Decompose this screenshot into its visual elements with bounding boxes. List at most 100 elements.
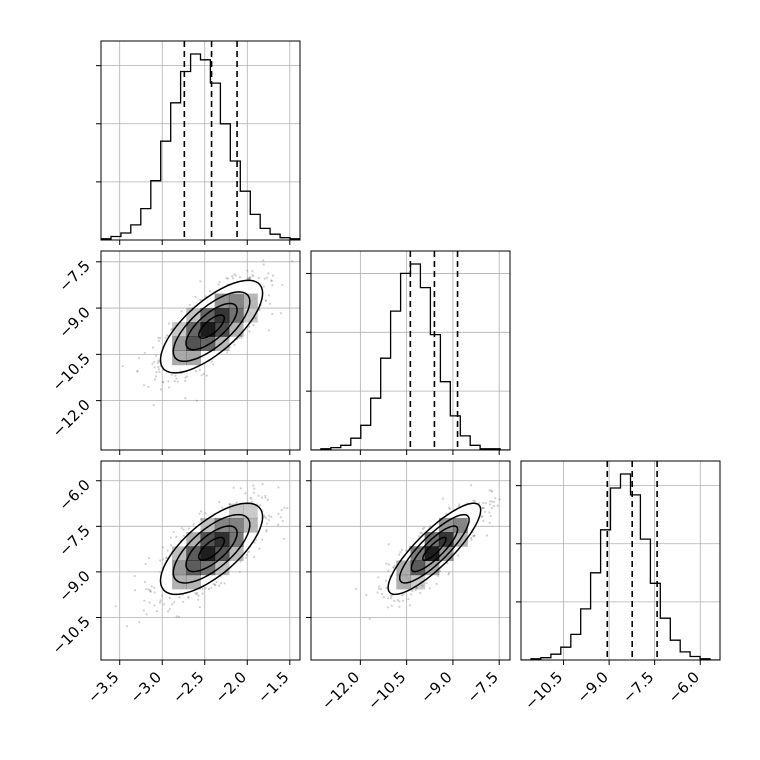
x-tick-label: −1.5 <box>254 668 292 706</box>
x-tick-label: −9.0 <box>573 668 611 706</box>
scatter-point <box>379 587 382 591</box>
scatter-point <box>153 378 157 381</box>
contour-line <box>172 291 251 363</box>
scatter-point <box>161 380 164 384</box>
contour-line <box>198 536 226 561</box>
scatter-point <box>270 279 273 282</box>
panel-1-0: −12.0−10.5 −9.0 −7.5 <box>49 250 301 455</box>
panel-frame <box>310 250 511 451</box>
scatter-point <box>169 536 172 539</box>
scatter-point <box>263 514 266 517</box>
x-tick-label: −12.0 <box>318 668 363 713</box>
scatter-point <box>180 310 183 313</box>
scatter-point <box>233 343 236 346</box>
scatter-point <box>417 535 420 538</box>
scatter-point <box>385 562 388 565</box>
scatter-point <box>221 506 224 509</box>
scatter-point <box>182 528 185 531</box>
scatter-point <box>248 325 251 328</box>
scatter-point <box>153 586 156 589</box>
contour-line <box>398 513 470 584</box>
scatter-point <box>250 497 253 500</box>
contour-line <box>387 502 482 596</box>
density-cell <box>186 336 201 351</box>
scatter-point <box>386 606 390 609</box>
scatter-point <box>439 569 442 573</box>
scatter-point <box>448 571 451 575</box>
scatter-point <box>482 519 485 523</box>
scatter-point <box>223 582 226 585</box>
scatter-point <box>265 522 268 525</box>
scatter-point <box>199 298 202 301</box>
scatter-point <box>248 276 252 279</box>
scatter-point <box>157 339 160 342</box>
scatter-point <box>182 600 185 604</box>
scatter-point <box>213 583 216 586</box>
scatter-point <box>184 379 187 382</box>
scatter-point <box>246 269 249 272</box>
scatter-point <box>156 361 159 364</box>
scatter-point <box>489 515 492 518</box>
scatter-point <box>157 368 161 371</box>
scatter-point <box>264 494 267 497</box>
scatter-point <box>265 517 268 520</box>
scatter-point <box>136 369 139 373</box>
scatter-point <box>265 530 268 533</box>
scatter-point <box>228 346 231 349</box>
scatter-point <box>268 514 271 518</box>
scatter-point <box>271 284 274 287</box>
scatter-point <box>175 377 178 380</box>
scatter-point <box>136 370 139 373</box>
scatter-point <box>238 570 241 573</box>
scatter-point <box>252 484 255 487</box>
scatter-point <box>496 504 499 507</box>
scatter-point <box>197 598 200 601</box>
scatter-point <box>198 368 201 371</box>
scatter-point <box>258 547 261 550</box>
scatter-point <box>399 551 402 554</box>
scatter-point <box>244 492 247 495</box>
scatter-point <box>194 369 198 373</box>
y-tick-label: −12.0 <box>49 396 94 441</box>
scatter-point <box>235 501 238 504</box>
scatter-point <box>396 599 399 602</box>
scatter-point <box>167 380 170 383</box>
scatter-point <box>138 621 141 624</box>
scatter-point <box>145 613 148 616</box>
scatter-point <box>392 566 395 569</box>
scatter-point <box>165 556 168 560</box>
scatter-point <box>398 553 401 556</box>
scatter-point <box>172 530 175 534</box>
scatter-point <box>254 317 257 320</box>
scatter-point <box>149 590 152 593</box>
density-cell <box>438 517 454 533</box>
contour-series <box>159 502 264 596</box>
y-tick-label: −7.5 <box>55 257 93 295</box>
scatter-point <box>264 299 267 302</box>
scatter-point <box>159 571 162 574</box>
scatter-point <box>176 380 179 383</box>
scatter-point <box>376 591 379 594</box>
scatter-point <box>458 503 461 506</box>
scatter-point <box>182 534 185 537</box>
scatter-point <box>457 505 460 508</box>
scatter-point <box>485 534 488 537</box>
scatter-point <box>208 588 211 591</box>
scatter-point <box>199 280 202 283</box>
scatter-point <box>162 603 166 606</box>
scatter-point <box>159 336 162 340</box>
scatter-point <box>192 523 195 526</box>
scatter-point <box>143 599 146 602</box>
contour-line <box>172 513 251 584</box>
scatter-point <box>271 274 275 277</box>
scatter-point <box>157 366 160 369</box>
panel-frame <box>310 460 511 661</box>
scatter-point <box>171 327 174 330</box>
scatter-point <box>448 506 451 509</box>
scatter-point <box>267 294 270 297</box>
scatter-point <box>167 610 170 613</box>
scatter-point <box>200 510 203 513</box>
scatter-point <box>147 588 150 591</box>
x-tick-label: −7.5 <box>464 668 502 706</box>
scatter-point <box>218 584 221 587</box>
